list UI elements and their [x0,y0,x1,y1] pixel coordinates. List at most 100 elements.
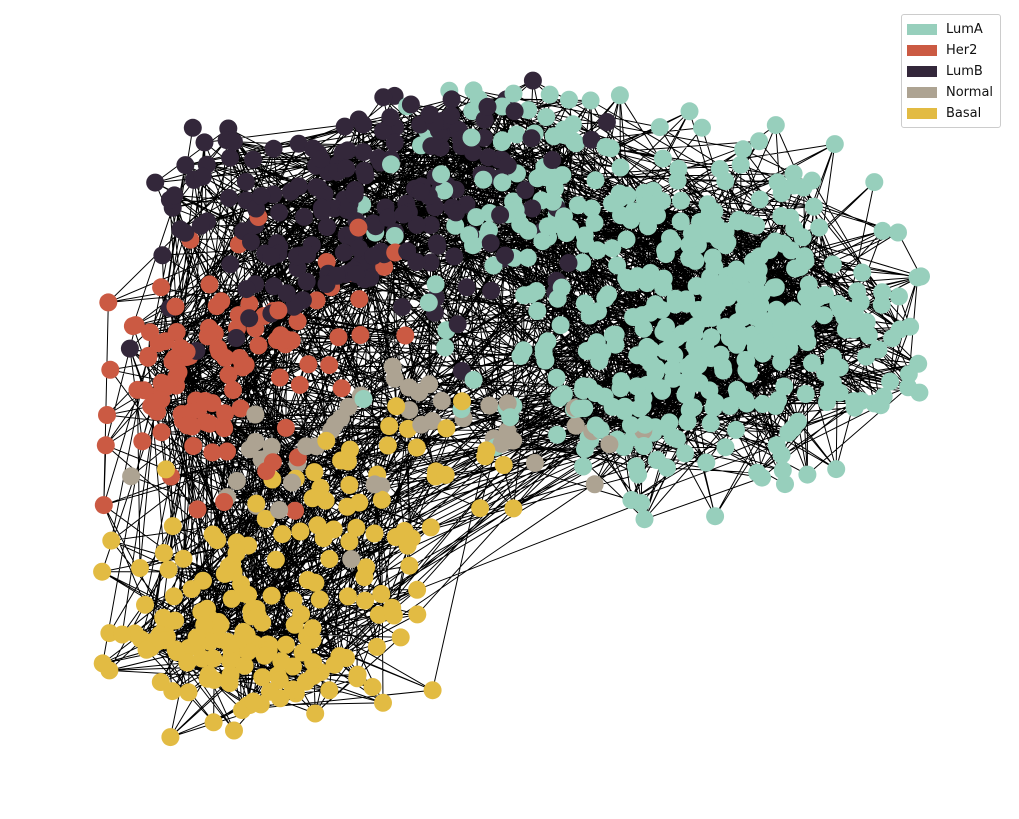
node-her2 [218,442,236,461]
node-luma [827,460,846,479]
node-luma [716,438,735,457]
node-lumb [421,216,440,234]
node-her2 [215,493,234,511]
node-lumb [335,117,354,136]
legend-swatch [907,45,937,56]
node-basal [273,525,292,544]
node-luma [889,223,907,242]
node-luma [899,365,918,384]
node-luma [766,232,785,251]
node-basal [365,524,384,543]
node-luma [610,86,629,105]
node-luma [519,221,538,240]
node-lumb [221,255,240,274]
node-luma [514,341,533,360]
node-lumb [318,218,336,236]
node-luma [769,391,788,410]
node-luma [586,171,605,190]
node-normal [600,435,619,454]
node-basal [391,628,410,647]
node-luma [825,135,844,154]
node-luma [676,444,695,463]
node-luma [627,377,646,396]
node-luma [633,306,652,325]
node-basal [308,516,327,535]
node-basal [347,518,366,537]
node-luma [653,381,672,400]
node-basal [408,605,427,624]
node-lumb [337,159,356,178]
node-luma [663,331,682,350]
node-basal [494,456,513,474]
node-luma [574,457,593,476]
node-basal [194,571,212,590]
node-her2 [149,334,168,353]
node-basal [317,431,336,450]
node-lumb [393,298,412,316]
node-her2 [257,462,276,481]
node-basal [291,522,310,541]
node-basal [407,438,426,457]
node-lumb [220,189,238,207]
node-basal [367,637,386,656]
node-luma [772,445,791,464]
node-basal [310,590,329,609]
node-luma [586,416,605,435]
node-basal [400,556,419,575]
node-luma [699,218,718,237]
node-basal [283,680,302,699]
node-luma [618,186,637,205]
node-luma [554,385,573,404]
node-luma [818,393,836,411]
node-luma [528,302,547,320]
node-luma [627,457,645,476]
legend-swatch [907,24,937,35]
node-her2 [200,414,219,433]
node-basal [163,682,182,701]
node-lumb [447,203,465,222]
node-her2 [230,349,249,367]
node-lumb [481,234,500,253]
node-luma [577,342,596,360]
node-lumb [445,247,464,266]
node-basal [174,549,193,568]
node-her2 [349,218,368,237]
node-luma [883,329,902,348]
node-luma [786,259,805,278]
node-luma [354,390,373,408]
node-luma [830,383,849,402]
node-lumb [221,148,240,167]
legend-item-basal: Basal [902,103,1000,124]
node-normal [525,454,544,472]
node-luma [590,352,609,370]
node-basal [369,605,388,624]
node-her2 [123,317,142,336]
node-basal [227,544,246,562]
node-luma [446,216,465,235]
node-luma [464,370,483,389]
node-her2 [94,496,113,515]
node-luma [701,414,720,433]
node-luma [382,155,400,174]
node-normal [498,394,517,413]
node-luma [799,275,818,294]
node-basal [374,693,392,712]
node-her2 [96,436,115,455]
node-luma [650,118,669,137]
node-lumb [284,297,303,316]
node-luma [682,224,701,243]
node-her2 [329,328,348,347]
node-lumb [347,265,366,284]
node-luma [634,319,653,338]
node-lumb [505,102,524,121]
node-lumb [398,242,417,261]
node-lumb [543,151,562,169]
node-luma [702,328,721,347]
node-basal [193,649,212,668]
node-luma [766,116,785,135]
node-lumb [349,239,368,258]
node-lumb [317,275,336,293]
node-basal [270,671,289,690]
node-luma [663,359,682,378]
node-lumb [298,245,317,264]
